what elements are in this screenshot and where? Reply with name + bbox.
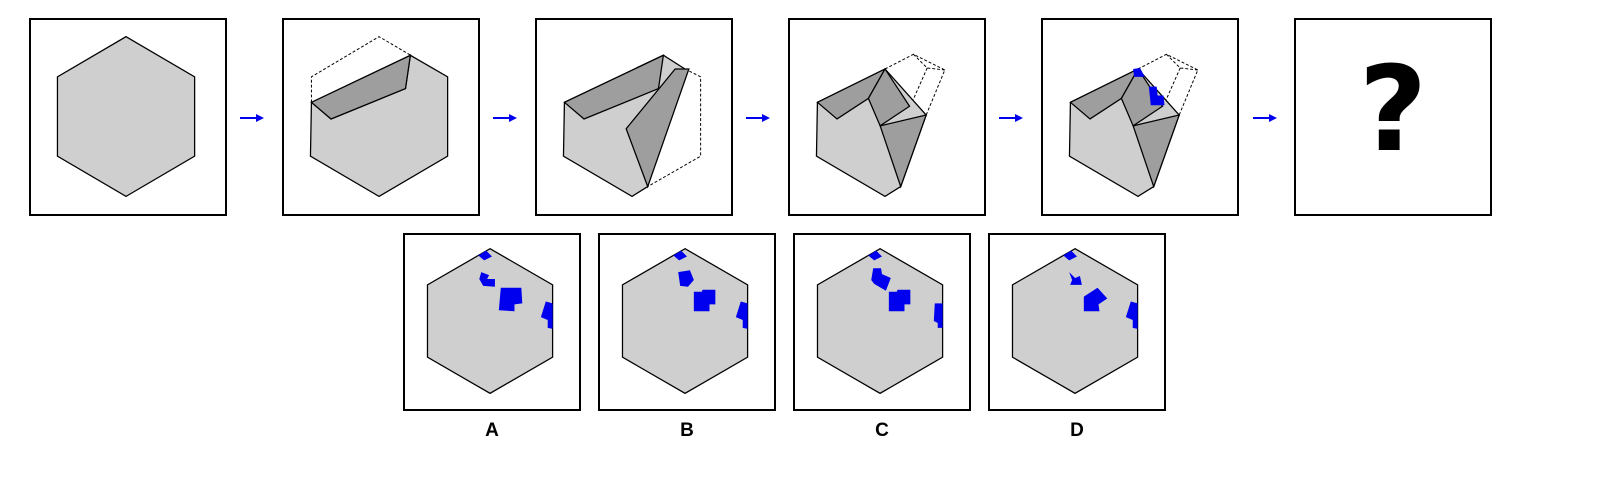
option-c-figure [816, 247, 944, 395]
punched-hole [888, 289, 911, 312]
punched-hole [1133, 68, 1145, 77]
step-1-figure [56, 35, 196, 198]
hexagon-paper [56, 35, 196, 198]
punched-hole [871, 268, 891, 291]
arrow-right-icon [493, 114, 517, 122]
step-2-figure [309, 36, 449, 198]
step-3-panel [535, 18, 733, 216]
punched-hole [868, 250, 882, 261]
punched-hole [479, 272, 495, 287]
option-d-panel[interactable] [988, 233, 1166, 411]
step-1-panel [29, 18, 227, 216]
arrow-right-icon [240, 114, 264, 122]
option-b-figure [621, 247, 749, 395]
arrow-right-icon [746, 114, 770, 122]
punched-hole [673, 250, 687, 261]
hexagon-paper [816, 247, 944, 395]
folded-flap [310, 54, 412, 120]
fold-outline-dashed [884, 53, 946, 116]
option-c-panel[interactable] [793, 233, 971, 411]
step-2-panel [282, 18, 480, 216]
option-b-panel[interactable] [598, 233, 776, 411]
step-4-figure [815, 53, 946, 198]
punched-hole [1125, 301, 1138, 329]
folded-flap-2 [1120, 67, 1164, 127]
fold-outline-dashed [310, 36, 413, 103]
question-mark: ? [1358, 40, 1428, 178]
hexagon-paper [1011, 247, 1139, 395]
option-a-label: A [485, 420, 499, 441]
punched-hole [1069, 272, 1082, 285]
option-d-label: D [1070, 420, 1084, 441]
folded-flap-2 [867, 67, 911, 127]
step-4-panel [788, 18, 986, 216]
step-5-panel [1041, 18, 1239, 216]
punched-hole [478, 250, 492, 261]
option-b-label: B [680, 420, 694, 441]
punched-hole [540, 301, 553, 329]
punched-hole [933, 303, 943, 328]
fold-outline-dashed-inner [913, 53, 945, 71]
punched-hole [1063, 250, 1077, 261]
step-3-figure [562, 54, 702, 198]
step-5-figure [1068, 53, 1199, 198]
folded-flap-2 [625, 68, 690, 189]
fold-outline-dashed [647, 68, 702, 187]
option-a-panel[interactable] [403, 233, 581, 411]
option-a-figure [426, 247, 554, 395]
punched-hole [678, 270, 694, 287]
answer-placeholder-panel: ? [1294, 18, 1492, 216]
folded-flap-3 [1132, 114, 1181, 189]
option-c-label: C [875, 420, 889, 441]
hexagon-paper [426, 247, 554, 395]
option-d-figure [1011, 247, 1139, 395]
punched-hole [1148, 86, 1165, 106]
arrow-right-icon [1253, 114, 1277, 122]
punched-hole [1083, 287, 1108, 312]
folded-flap-3 [879, 114, 928, 189]
punched-hole [735, 301, 748, 329]
punched-hole [693, 289, 716, 312]
hexagon-paper [621, 247, 749, 395]
punched-hole [498, 287, 523, 312]
arrow-right-icon [999, 114, 1023, 122]
